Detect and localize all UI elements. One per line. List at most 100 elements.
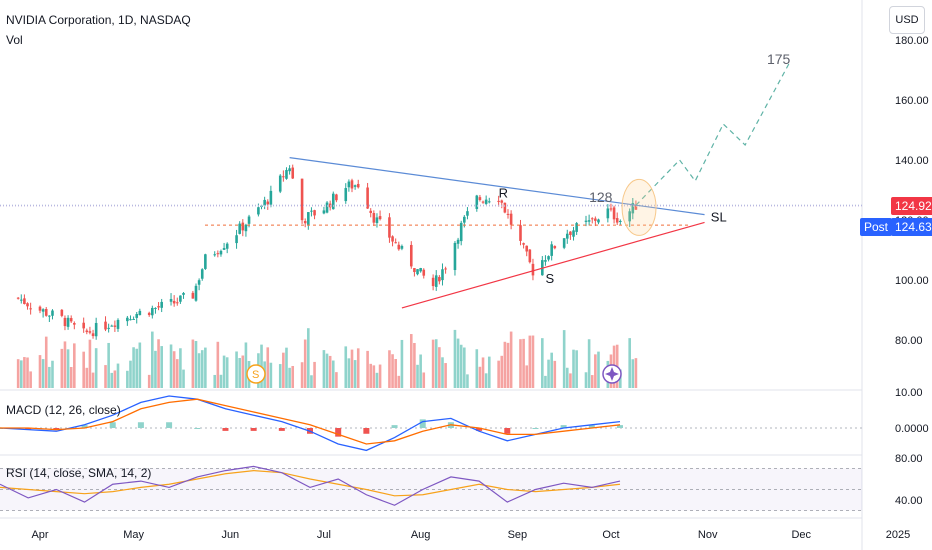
candle-body [438,277,441,282]
volume-bar [291,365,295,388]
volume-bar [160,346,163,388]
candle-body [73,323,76,325]
session-s-letter: S [252,369,259,381]
candle-body [313,210,316,216]
candle-body [132,318,135,320]
macd-label[interactable]: MACD (12, 26, close) [6,403,121,417]
candle-body [116,319,120,329]
candle-body [531,263,535,276]
candle-body [562,238,566,248]
candle-body [416,269,419,275]
volume-bar [300,362,304,388]
candle-body [16,297,20,299]
volume-bar [587,339,591,388]
candle-body [307,212,310,225]
macd-layer [0,395,862,452]
rsi-ma-line [0,469,621,497]
candle-body [503,202,507,213]
candle-body [257,207,260,215]
time-tick-label: Dec [791,529,811,541]
candle-body [413,268,416,273]
volume-label[interactable]: Vol [6,33,23,47]
candle-body [51,310,54,316]
candle-body [565,233,569,239]
macd-histogram-bar [419,419,426,428]
currency-button[interactable]: USD [889,6,925,34]
volume-bar [522,338,525,388]
volume-bar [126,370,129,388]
candle-body [453,242,457,271]
candle-body [213,254,217,256]
volume-bar [531,335,535,388]
candle-body [38,306,42,311]
price-tick-label: 100.00 [895,275,929,287]
candle-body [572,230,575,237]
candle-body [391,236,394,242]
volume-bar [431,339,435,388]
candle-body [179,295,182,302]
projection-path [635,63,790,206]
candle-body [419,268,422,272]
candle-body [48,315,51,317]
candle-body [126,317,129,322]
candle-body [506,213,510,215]
candle-body [619,220,622,223]
rsi-tick-label: 80.00 [895,453,923,465]
candle-body [94,322,98,337]
macd-tick-label: 10.00 [895,387,923,399]
candle-body [291,167,295,179]
volume-bar [397,375,401,388]
rsi-label[interactable]: RSI (14, close, SMA, 14, 2) [6,466,152,480]
candle-body [497,200,500,202]
candle-body [110,325,114,327]
volume-bar [104,365,107,388]
volume-bar [369,363,373,388]
volume-bar [313,361,316,388]
candle-body [138,310,142,316]
volume-bar [138,342,142,388]
volume-bar [506,342,510,388]
candle-body [528,249,532,263]
candle-body [366,187,369,209]
volume-bar [575,350,578,388]
candle-body [60,309,64,316]
macd-histogram-bar [335,428,342,437]
volume-bar [179,348,182,388]
candle-body [310,210,313,212]
candle-body [569,231,572,235]
candle-body [197,280,201,285]
volume-bar [38,355,42,388]
time-tick-label: May [123,529,144,541]
volume-bar [26,357,29,388]
candle-body [151,307,154,316]
candle-body [82,322,85,329]
trendline-upper [289,157,705,216]
volume-bar [525,365,529,388]
volume-bar [413,342,416,388]
macd-histogram-bar [222,428,229,431]
volume-bar [394,358,397,388]
candle-body [375,217,379,223]
symbol-title[interactable]: NVIDIA Corporation, 1D, NASDAQ [6,13,191,27]
time-tick-label: Jun [221,529,239,541]
macd-histogram-bar [617,425,623,428]
volume-bar [288,367,291,388]
volume-bar [509,331,513,388]
candle-body [160,301,163,308]
volume-bar [419,354,422,388]
candle-body [26,303,29,307]
volume-bar [135,348,139,388]
candle-body [104,321,107,330]
candle-body [409,244,413,267]
session-s-icon [246,364,266,384]
panes-layer [0,0,863,550]
volume-bar [157,339,160,388]
volume-bar [51,360,54,388]
volume-bar [88,339,92,388]
candle-body [606,208,610,219]
volume-bar [347,358,351,388]
price-tick-label: 180.00 [895,35,929,47]
time-tick-label: 2025 [886,529,910,541]
volume-bar [372,365,376,388]
